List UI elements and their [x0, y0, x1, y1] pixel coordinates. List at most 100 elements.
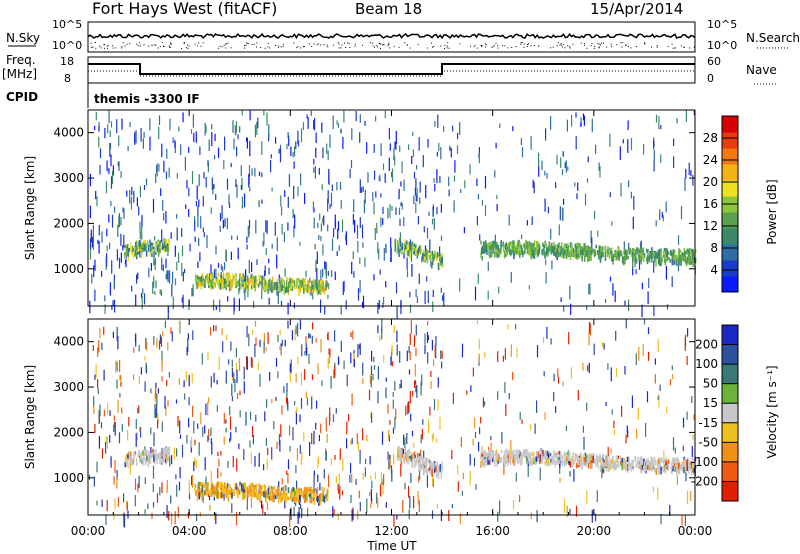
band-echo-point: [419, 456, 422, 461]
band-echo-point: [551, 455, 554, 460]
echo-point: [287, 132, 289, 139]
echo-point: [213, 372, 215, 383]
band-echo-point: [163, 451, 165, 457]
nsearch-dot: [170, 42, 172, 44]
colorbar-frame: [721, 324, 739, 502]
band-echo-point: [415, 244, 417, 248]
band-echo-point: [612, 456, 614, 463]
band-echo-point: [611, 459, 613, 464]
echo-point: [684, 515, 686, 527]
band-echo-point: [262, 279, 265, 288]
echo-point: [396, 305, 398, 319]
echo-point: [394, 141, 396, 149]
echo-point: [382, 163, 385, 170]
echo-point: [213, 325, 215, 332]
band-echo-point: [688, 461, 691, 468]
band-echo-point: [438, 252, 441, 257]
band-echo-point: [616, 457, 619, 464]
echo-point: [261, 500, 263, 509]
echo-point: [591, 237, 593, 250]
echo-point: [355, 479, 357, 485]
band-echo-point: [423, 256, 426, 261]
echo-point: [504, 382, 506, 393]
band-echo-point: [267, 487, 270, 495]
band-echo-point: [683, 247, 685, 251]
echo-point: [443, 292, 445, 307]
echo-point: [415, 347, 417, 357]
cpid-text: themis -3300 IF: [94, 92, 200, 106]
echo-point: [359, 132, 361, 143]
echo-point: [639, 242, 642, 251]
echo-point: [138, 405, 140, 414]
echo-point: [268, 258, 270, 264]
band-echo-point: [565, 243, 567, 248]
echo-point: [391, 172, 393, 178]
band-echo-point: [316, 494, 318, 498]
echo-point: [141, 215, 143, 227]
band-echo-point: [164, 453, 167, 459]
band-echo-point: [621, 458, 623, 464]
band-echo-point: [410, 246, 412, 251]
band-echo-point: [221, 492, 223, 499]
nsearch-dot: [447, 42, 449, 44]
echo-point: [222, 341, 224, 353]
echo-point: [520, 138, 522, 145]
echo-point: [130, 196, 133, 210]
echo-point: [391, 345, 393, 354]
echo-point: [287, 459, 290, 470]
band-echo-point: [619, 455, 622, 461]
echo-point: [182, 294, 184, 309]
echo-point: [250, 356, 252, 367]
band-echo-point: [233, 275, 235, 279]
echo-point: [398, 188, 400, 200]
band-echo-point: [302, 278, 304, 287]
echo-point: [311, 374, 314, 380]
band-echo-point: [483, 241, 485, 247]
band-echo-point: [516, 243, 518, 248]
echo-point: [145, 337, 147, 349]
band-echo-point: [126, 246, 129, 251]
band-echo-point: [513, 251, 516, 257]
echo-point: [436, 169, 438, 183]
echo-point: [605, 401, 607, 407]
band-echo-point: [568, 452, 571, 457]
echo-point: [172, 296, 174, 310]
echo-point: [268, 267, 270, 275]
echo-point: [220, 472, 222, 477]
band-echo-point: [633, 255, 635, 262]
echo-point: [333, 228, 335, 238]
echo-point: [296, 407, 298, 414]
band-echo-point: [419, 248, 422, 255]
band-echo-point: [512, 240, 514, 244]
echo-point: [178, 126, 180, 132]
band-echo-point: [417, 251, 419, 256]
band-echo-point: [309, 492, 312, 498]
band-echo-point: [319, 288, 322, 295]
band-echo-point: [548, 243, 550, 249]
echo-point: [326, 143, 328, 155]
band-echo-point: [602, 459, 605, 464]
band-echo-point: [536, 249, 539, 256]
nsearch-dot: [689, 47, 691, 49]
echo-point: [390, 248, 392, 262]
echo-point: [327, 474, 330, 488]
echo-point: [428, 419, 430, 434]
band-echo-point: [646, 461, 648, 467]
echo-point: [352, 251, 354, 260]
echo-point: [237, 247, 239, 260]
band-echo-point: [217, 273, 220, 277]
echo-point: [348, 414, 350, 422]
nsearch-dot: [564, 47, 566, 49]
echo-point: [176, 484, 178, 497]
band-echo-point: [673, 258, 675, 266]
echo-point: [669, 504, 671, 516]
echo-point: [437, 399, 439, 411]
echo-point: [144, 477, 146, 484]
band-echo-point: [653, 459, 655, 467]
nsearch-dot: [644, 43, 646, 45]
echo-point: [550, 116, 552, 130]
band-echo-point: [439, 254, 442, 260]
band-echo-point: [299, 284, 301, 291]
band-echo-point: [231, 283, 233, 289]
band-echo-point: [653, 466, 656, 471]
